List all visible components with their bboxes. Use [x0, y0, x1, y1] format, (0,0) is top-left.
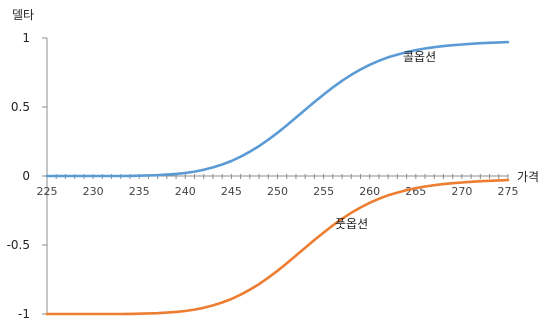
series-label-call: 콜옵션 [403, 50, 436, 64]
x-tick-label: 250 [267, 185, 288, 198]
series-line-put [45, 178, 510, 316]
x-tick-label: 225 [37, 185, 58, 198]
x-tick-label: 235 [129, 185, 150, 198]
y-tick-label: -0.5 [7, 238, 30, 252]
x-tick-label: 245 [221, 185, 242, 198]
series-label-put: 풋옵션 [335, 217, 368, 231]
y-tick-label: 0.5 [11, 100, 30, 114]
x-tick-label: 260 [359, 185, 380, 198]
x-axis-title: 가격 [517, 170, 539, 184]
x-tick-label: 275 [498, 185, 519, 198]
y-tick-label: 0 [22, 169, 30, 183]
y-tick-label: 1 [22, 31, 30, 45]
x-tick-label: 240 [175, 185, 196, 198]
y-axis-title: 델타 [12, 8, 34, 22]
x-tick-label: 230 [83, 185, 104, 198]
x-tick-label: 270 [451, 185, 472, 198]
series-line-call [45, 40, 510, 178]
y-tick-label: -1 [18, 307, 30, 320]
x-tick-label: 255 [313, 185, 334, 198]
